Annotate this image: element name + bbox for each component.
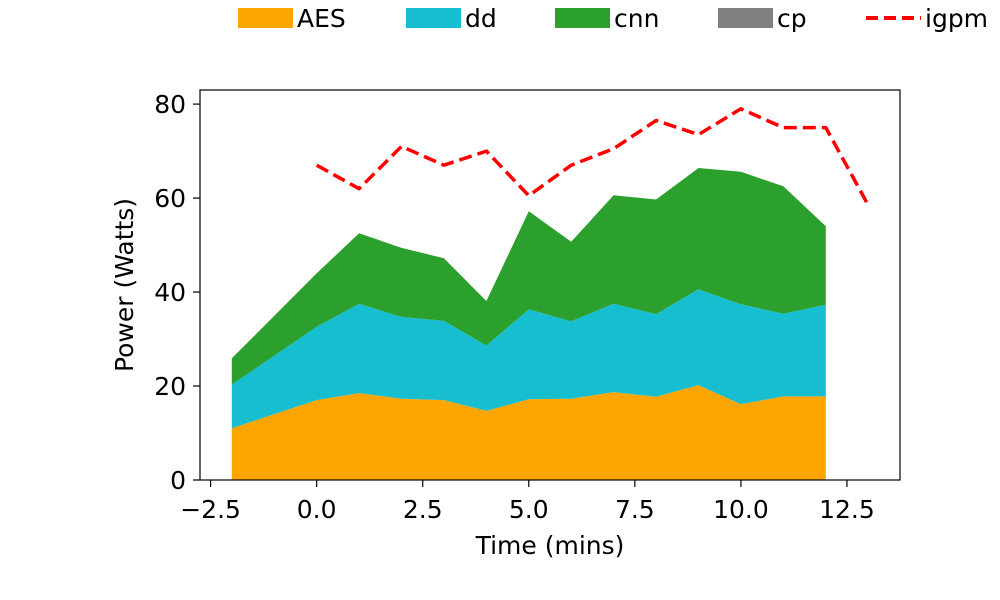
legend-label: cp <box>777 4 807 33</box>
area-cnn <box>231 168 826 385</box>
legend-item-dd: dd <box>406 4 497 33</box>
y-tick-label: 0 <box>170 466 186 495</box>
legend-swatch <box>406 8 461 28</box>
y-tick-label: 60 <box>154 184 186 213</box>
plot-frame <box>199 89 901 481</box>
y-tick-label: 20 <box>154 372 186 401</box>
y-axis-label: Power (Watts) <box>110 198 139 372</box>
legend-swatch <box>718 8 773 28</box>
x-tick-label: −2.5 <box>180 495 241 524</box>
legend-item-cnn: cnn <box>555 4 659 33</box>
x-tick-label: 10.0 <box>713 495 769 524</box>
y-tick-label: 80 <box>154 90 186 119</box>
x-tick-label: 0.0 <box>297 495 337 524</box>
legend-swatch <box>555 8 610 28</box>
legend-label: AES <box>297 4 346 33</box>
legend-label: dd <box>465 4 497 33</box>
x-tick-label: 7.5 <box>615 495 655 524</box>
line-igpm <box>315 107 870 206</box>
igpm-series <box>315 107 870 206</box>
legend-label: cnn <box>614 4 659 33</box>
area-dd <box>231 289 826 429</box>
x-tick-label: 12.5 <box>819 495 875 524</box>
stacked-areas <box>231 168 826 480</box>
x-tick-label: 2.5 <box>403 495 443 524</box>
x-axis-ticks: −2.5 0.0 2.5 5.0 7.5 10.0 12.5 <box>180 480 875 524</box>
x-tick-label: 5.0 <box>509 495 549 524</box>
legend-item-cp: cp <box>718 4 807 33</box>
legend-item-igpm: igpm <box>866 4 988 33</box>
legend-item-aes: AES <box>238 4 346 33</box>
legend-swatch <box>238 8 293 28</box>
y-axis-ticks: 0 20 40 60 80 <box>154 90 200 495</box>
area-aes <box>231 385 826 480</box>
legend-label: igpm <box>925 4 988 33</box>
x-axis-label: Time (mins) <box>475 531 625 560</box>
y-tick-label: 40 <box>154 278 186 307</box>
legend: AES dd cnn cp igpm <box>238 4 988 33</box>
